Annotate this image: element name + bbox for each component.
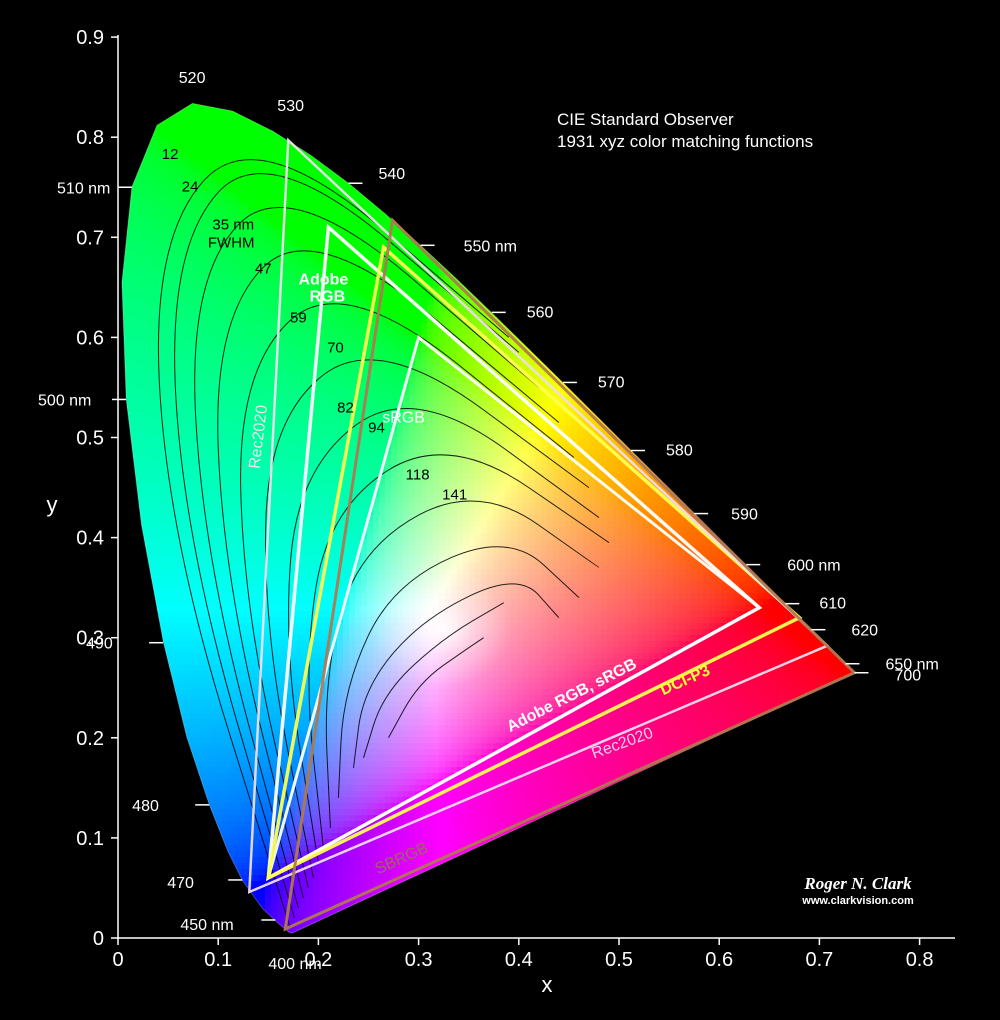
y-tick-label: 0.1 [76,828,104,850]
axes: 0 0.1 0.2 0.3 0.4 0.5 0.6 0.7 0.8 0 0.1 0.2 0.3 0.4 0.… [76,27,955,971]
wavelength-label: 500 nm [38,392,91,409]
fwhm-label: 59 [290,309,307,326]
chart-title-line-2: 1931 xyz color matching functions [557,132,813,151]
fwhm-label: 24 [182,178,199,195]
y-axis-title: y [47,492,58,517]
wavelength-label: 700 [894,668,921,685]
chart-title-line-1: CIE Standard Observer [557,110,734,129]
x-tick-label: 0 [112,949,123,971]
wavelength-label: 550 nm [464,238,517,255]
wavelength-label: 620 [851,623,878,640]
fwhm-label: FWHM [208,234,255,251]
y-tick-label: 0.6 [76,327,104,349]
y-tick-label: 0.2 [76,728,104,750]
fwhm-label: 47 [255,260,272,277]
gamut-triangle-sbrgb [283,217,858,932]
x-tick-label: 0.6 [705,949,733,971]
y-tick-label: 0.4 [76,528,104,550]
fwhm-label: 82 [337,399,354,416]
gamut-annotation: RGB [310,288,346,305]
gamut-annotation: sRGB [382,409,425,426]
wavelength-label: 400 nm [268,956,321,973]
y-tick-label: 0.3 [76,628,104,650]
fwhm-label: 12 [162,146,179,163]
gamut-triangles [247,137,858,932]
wavelength-label: 520 [179,70,206,87]
x-tick-label: 0.3 [405,949,433,971]
wavelength-label: 610 [819,596,846,613]
x-tick-label: 0.8 [906,949,934,971]
fwhm-curve [337,546,580,798]
x-tick-label: 0.4 [505,949,533,971]
y-tick-label: 0 [93,928,104,950]
gamut-triangle-dci-p3 [265,243,803,881]
fwhm-label: 94 [368,419,385,436]
y-tick-label: 0.8 [76,127,104,149]
wavelength-label: 450 nm [180,917,233,934]
wavelength-label: 560 [527,304,554,321]
gamut-annotation: Adobe [299,271,349,288]
x-tick-label: 0.2 [304,949,332,971]
fwhm-curve [308,454,610,848]
signature-name: Roger N. Clark [803,874,912,893]
wavelength-label: 650 nm [885,657,938,674]
fwhm-curve [240,303,575,889]
fwhm-curve [353,583,560,768]
fwhm-curve [363,602,505,758]
x-axis-title: x [542,972,553,997]
wavelength-label: 530 [277,98,304,115]
fwhm-curve [325,500,600,828]
wavelength-label: 600 nm [787,558,840,575]
wavelength-label: 540 [378,166,405,183]
gamut-triangle-srgb [265,334,762,881]
fwhm-curve [265,359,590,878]
fwhm-label: 35 nm [212,216,254,233]
wavelength-label: 510 nm [57,180,110,197]
fwhm-label: 118 [406,467,430,484]
fwhm-label: 70 [327,339,344,356]
signature-url: www.clarkvision.com [801,895,914,907]
y-tick-label: 0.9 [76,27,104,49]
x-tick-label: 0.1 [204,949,232,971]
gamut-triangle-rec2020 [247,137,830,894]
wavelength-label: 470 [167,875,194,892]
wavelength-label: 570 [598,374,625,391]
fwhm-label: 141 [442,487,467,504]
y-tick-label: 0.7 [76,227,104,249]
x-tick-label: 0.7 [805,949,833,971]
fwhm-curve [388,637,484,739]
wavelength-label: 490 [86,636,113,653]
wavelength-label: 580 [666,443,693,460]
wavelength-label: 590 [731,507,758,524]
x-tick-label: 0.5 [605,949,633,971]
y-tick-label: 0.5 [76,428,104,450]
wavelength-label: 480 [132,798,159,815]
fwhm-curve [174,173,520,919]
fwhm-curve [217,250,560,899]
